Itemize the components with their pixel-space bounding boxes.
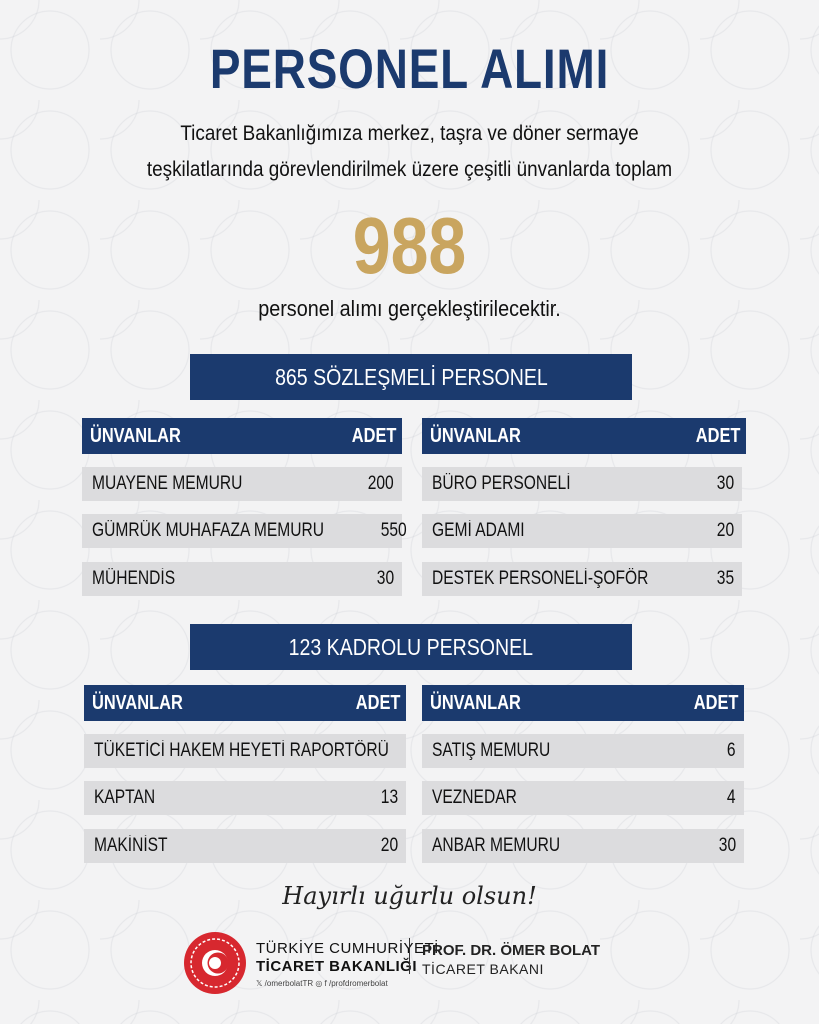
- header-count-label: ADET: [351, 424, 396, 447]
- permanent-right-header: ÜNVANLAR ADET: [422, 685, 744, 721]
- ministry-line-2: TİCARET BAKANLIĞI: [256, 958, 417, 975]
- section-contract-title: 865 SÖZLEŞMELİ PERSONEL: [274, 363, 548, 390]
- section-permanent-title: 123 KADROLU PERSONEL: [288, 633, 534, 660]
- row-count: 35: [716, 568, 734, 589]
- row-title: GÜMRÜK MUHAFAZA MEMURU: [92, 520, 324, 541]
- table-row: DESTEK PERSONELİ-ŞOFÖR 35: [422, 562, 742, 596]
- contract-right-header: ÜNVANLAR ADET: [422, 418, 746, 454]
- ministry-name: TÜRKİYE CUMHURİYETİ TİCARET BAKANLIĞI 𝕏 …: [256, 940, 439, 988]
- row-title: BÜRO PERSONELİ: [432, 473, 571, 494]
- row-title: ANBAR MEMURU: [432, 835, 561, 856]
- minister-title: TİCARET BAKANI: [422, 961, 544, 977]
- closing-message: Hayırlı uğurlu olsun!: [282, 882, 537, 910]
- table-row: MAKİNİST 20: [84, 829, 406, 863]
- total-count: 988: [352, 201, 467, 290]
- minister-name: PROF. DR. ÖMER BOLAT: [422, 942, 601, 959]
- footer-divider: [409, 938, 410, 974]
- row-title: MUAYENE MEMURU: [92, 473, 243, 494]
- row-title: KAPTAN: [94, 787, 156, 808]
- row-count: 4: [727, 787, 736, 808]
- header-count-label: ADET: [695, 424, 740, 447]
- row-title: VEZNEDAR: [432, 787, 517, 808]
- outro-text: personel alımı gerçekleştirilecektir.: [258, 296, 561, 321]
- page-title: PERSONEL ALIMI: [209, 37, 610, 100]
- row-title: TÜKETİCİ HAKEM HEYETİ RAPORTÖRÜ: [94, 740, 389, 761]
- row-title: MAKİNİST: [94, 835, 168, 856]
- ministry-line-1: TÜRKİYE CUMHURİYETİ: [256, 940, 439, 957]
- table-row: MÜHENDİS 30: [82, 562, 402, 596]
- table-row: SATIŞ MEMURU 6: [422, 734, 744, 768]
- section-permanent-band: 123 KADROLU PERSONEL: [190, 624, 632, 670]
- row-title: SATIŞ MEMURU: [432, 740, 551, 761]
- table-row: VEZNEDAR 4: [422, 781, 744, 815]
- table-row: GÜMRÜK MUHAFAZA MEMURU 550: [82, 514, 407, 548]
- row-title: MÜHENDİS: [92, 568, 176, 589]
- row-title: DESTEK PERSONELİ-ŞOFÖR: [432, 568, 649, 589]
- table-row: TÜKETİCİ HAKEM HEYETİ RAPORTÖRÜ 50: [84, 734, 475, 768]
- row-count: 6: [727, 740, 736, 761]
- row-count: 20: [716, 520, 734, 541]
- row-count: 30: [376, 568, 394, 589]
- table-row: ANBAR MEMURU 30: [422, 829, 744, 863]
- table-row: GEMİ ADAMI 20: [422, 514, 742, 548]
- table-row: BÜRO PERSONELİ 30: [422, 467, 742, 501]
- contract-left-header: ÜNVANLAR ADET: [82, 418, 402, 454]
- row-title: GEMİ ADAMI: [432, 520, 525, 541]
- intro-line-1: Ticaret Bakanlığımıza merkez, taşra ve d…: [180, 122, 639, 145]
- row-count: 200: [368, 473, 394, 494]
- social-handles: 𝕏 /omerbolatTR ◎ f /profdromerbolat: [256, 979, 388, 988]
- minister-block: PROF. DR. ÖMER BOLAT TİCARET BAKANI: [422, 942, 600, 977]
- permanent-left-header: ÜNVANLAR ADET: [84, 685, 406, 721]
- ministry-emblem-icon: [184, 932, 246, 994]
- header-count-label: ADET: [355, 691, 400, 714]
- intro-line-2: teşkilatlarında görevlendirilmek üzere ç…: [146, 158, 673, 181]
- row-count: 30: [716, 473, 734, 494]
- table-row: KAPTAN 13: [84, 781, 406, 815]
- table-row: MUAYENE MEMURU 200: [82, 467, 402, 501]
- row-count: 13: [380, 787, 398, 808]
- header-title-label: ÜNVANLAR: [430, 691, 521, 714]
- section-contract-band: 865 SÖZLEŞMELİ PERSONEL: [190, 354, 632, 400]
- row-count: 550: [380, 520, 407, 541]
- intro-text: Ticaret Bakanlığımıza merkez, taşra ve d…: [77, 116, 742, 188]
- header-count-label: ADET: [693, 691, 738, 714]
- header-title-label: ÜNVANLAR: [90, 424, 181, 447]
- row-count: 30: [718, 835, 736, 856]
- header-title-label: ÜNVANLAR: [430, 424, 521, 447]
- header-title-label: ÜNVANLAR: [92, 691, 183, 714]
- row-count: 20: [380, 835, 398, 856]
